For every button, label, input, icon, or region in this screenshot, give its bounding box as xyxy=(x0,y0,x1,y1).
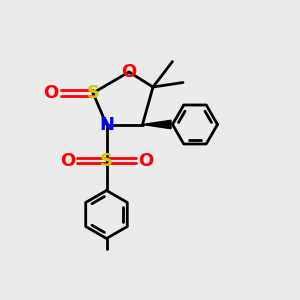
Text: O: O xyxy=(44,84,59,102)
Text: O: O xyxy=(122,63,136,81)
Text: S: S xyxy=(100,152,113,169)
Text: O: O xyxy=(60,152,75,169)
Text: N: N xyxy=(99,116,114,134)
Text: O: O xyxy=(138,152,153,169)
Polygon shape xyxy=(142,120,171,129)
Text: S: S xyxy=(86,84,100,102)
